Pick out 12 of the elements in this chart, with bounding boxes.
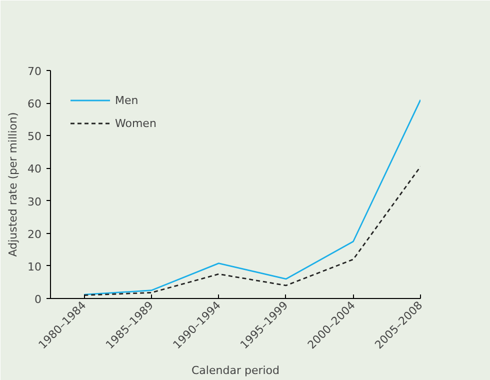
y-tick-label: 70 <box>28 65 42 78</box>
y-tick-label: 20 <box>28 228 42 241</box>
y-tick-label: 60 <box>28 98 42 111</box>
y-tick-label: 10 <box>28 260 42 274</box>
legend-label: Women <box>115 116 156 130</box>
y-tick-label: 0 <box>34 293 42 306</box>
y-tick-label: 30 <box>28 195 42 208</box>
x-axis-title: Calendar period <box>192 364 280 378</box>
y-tick-label: 40 <box>28 162 42 176</box>
y-axis-title: Adjusted rate (per million) <box>6 112 20 257</box>
y-tick-label: 50 <box>28 130 42 144</box>
legend-label: Men <box>115 94 138 106</box>
